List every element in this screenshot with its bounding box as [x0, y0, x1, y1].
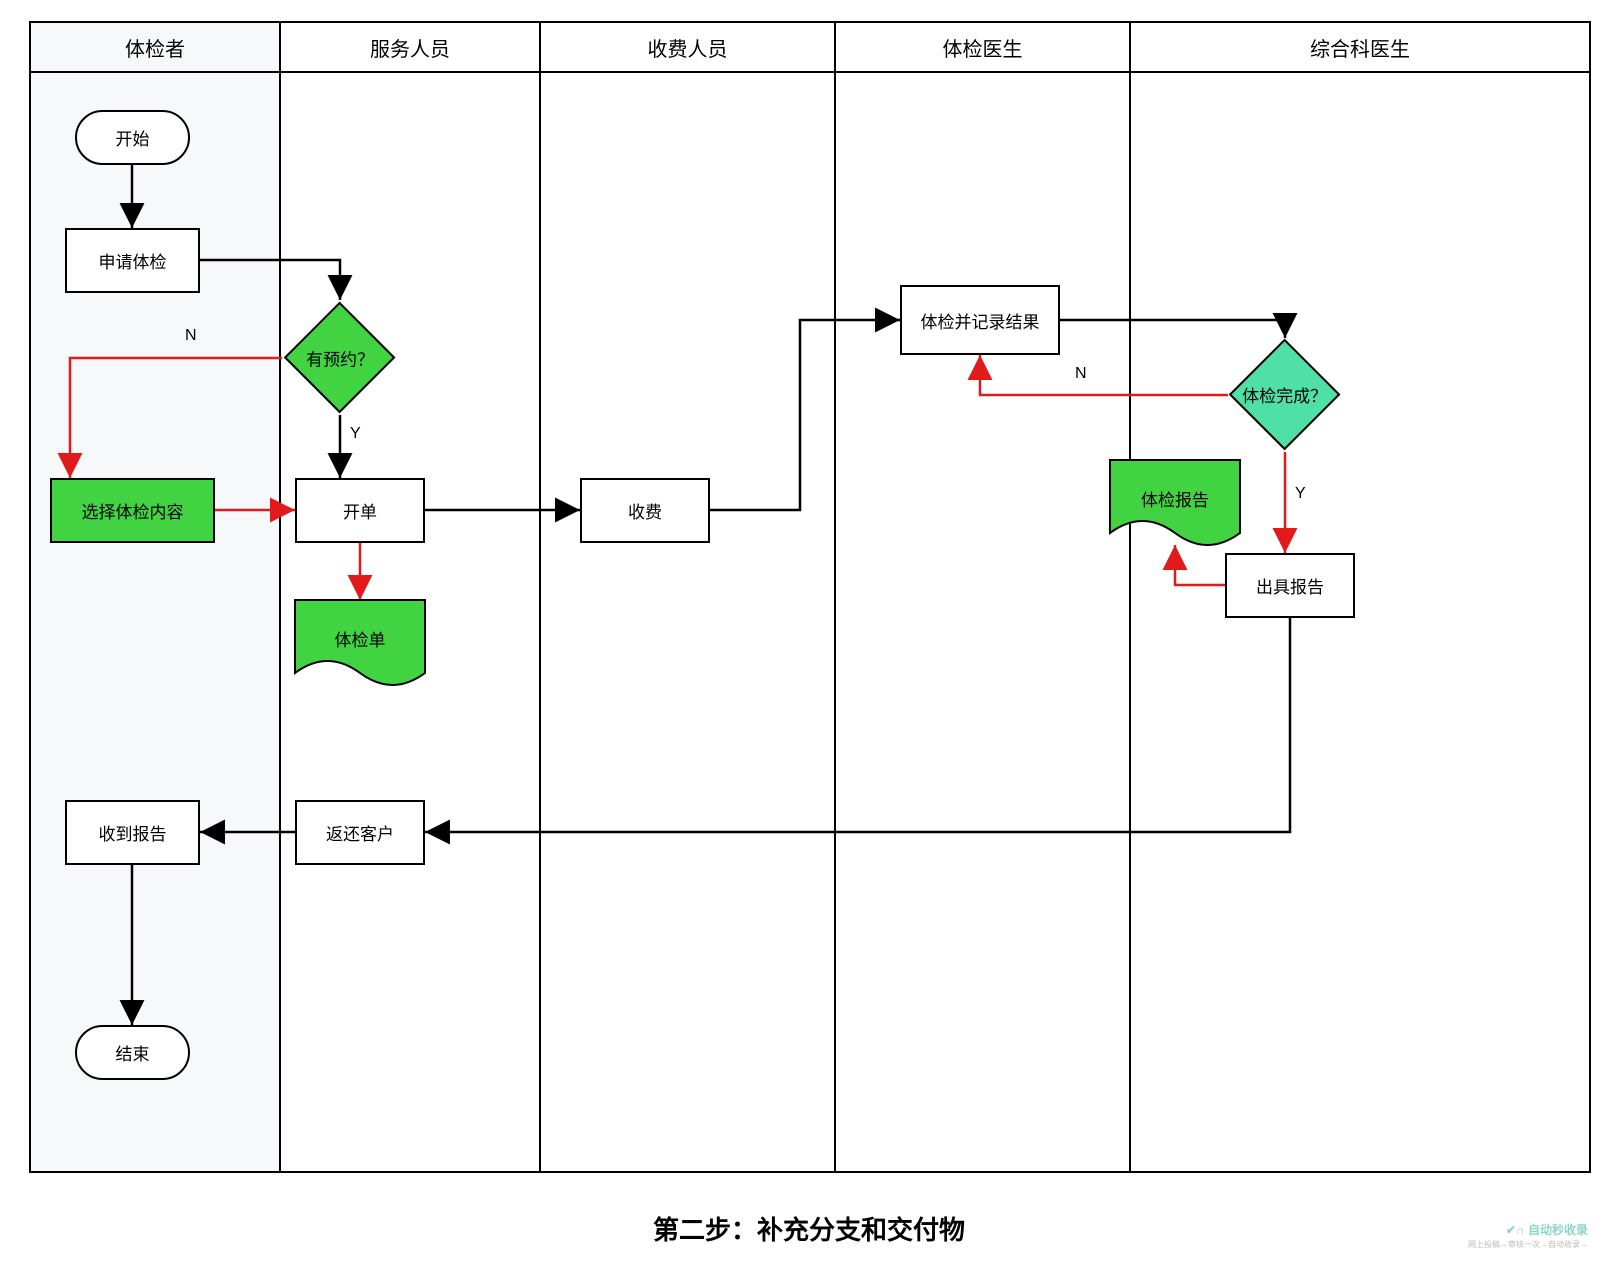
svg-text:Y: Y [1295, 485, 1306, 502]
lane-header-lane-general: 综合科医生 [1130, 22, 1590, 72]
node-examRecord: 体检并记录结果 [900, 285, 1060, 355]
svg-text:N: N [1075, 365, 1087, 382]
node-receive: 收到报告 [65, 800, 200, 865]
watermark-sub: 网上投稿→审核一次→自动收录→ [1468, 1239, 1588, 1250]
node-issue: 出具报告 [1225, 553, 1355, 618]
svg-text:N: N [185, 327, 197, 344]
node-start: 开始 [75, 110, 190, 165]
node-open: 开单 [295, 478, 425, 543]
node-return: 返还客户 [295, 800, 425, 865]
watermark-text: 自动秒收录 [1528, 1223, 1588, 1237]
node-apply: 申请体检 [65, 228, 200, 293]
lane-header-lane-doctor: 体检医生 [835, 22, 1130, 72]
node-report: 体检报告 [1110, 460, 1240, 545]
diagram-svg: Y N N Y [0, 0, 1618, 1278]
node-end: 结束 [75, 1025, 190, 1080]
watermark-icon: ✔∩ 自动秒收录 [1506, 1221, 1588, 1238]
node-charge: 收费 [580, 478, 710, 543]
svg-text:Y: Y [350, 425, 361, 442]
node-examForm: 体检单 [295, 600, 425, 685]
caption: 第二步：补充分支和交付物 [0, 1210, 1618, 1247]
lane-header-lane-examinee: 体检者 [30, 22, 280, 72]
lane-header-lane-service: 服务人员 [280, 22, 540, 72]
lane-header-lane-cashier: 收费人员 [540, 22, 835, 72]
diagram-stage: YNNY 体检者服务人员收费人员体检医生综合科医生开始申请体检有预约？选择体检内… [0, 0, 1618, 1278]
node-selectContent: 选择体检内容 [50, 478, 215, 543]
